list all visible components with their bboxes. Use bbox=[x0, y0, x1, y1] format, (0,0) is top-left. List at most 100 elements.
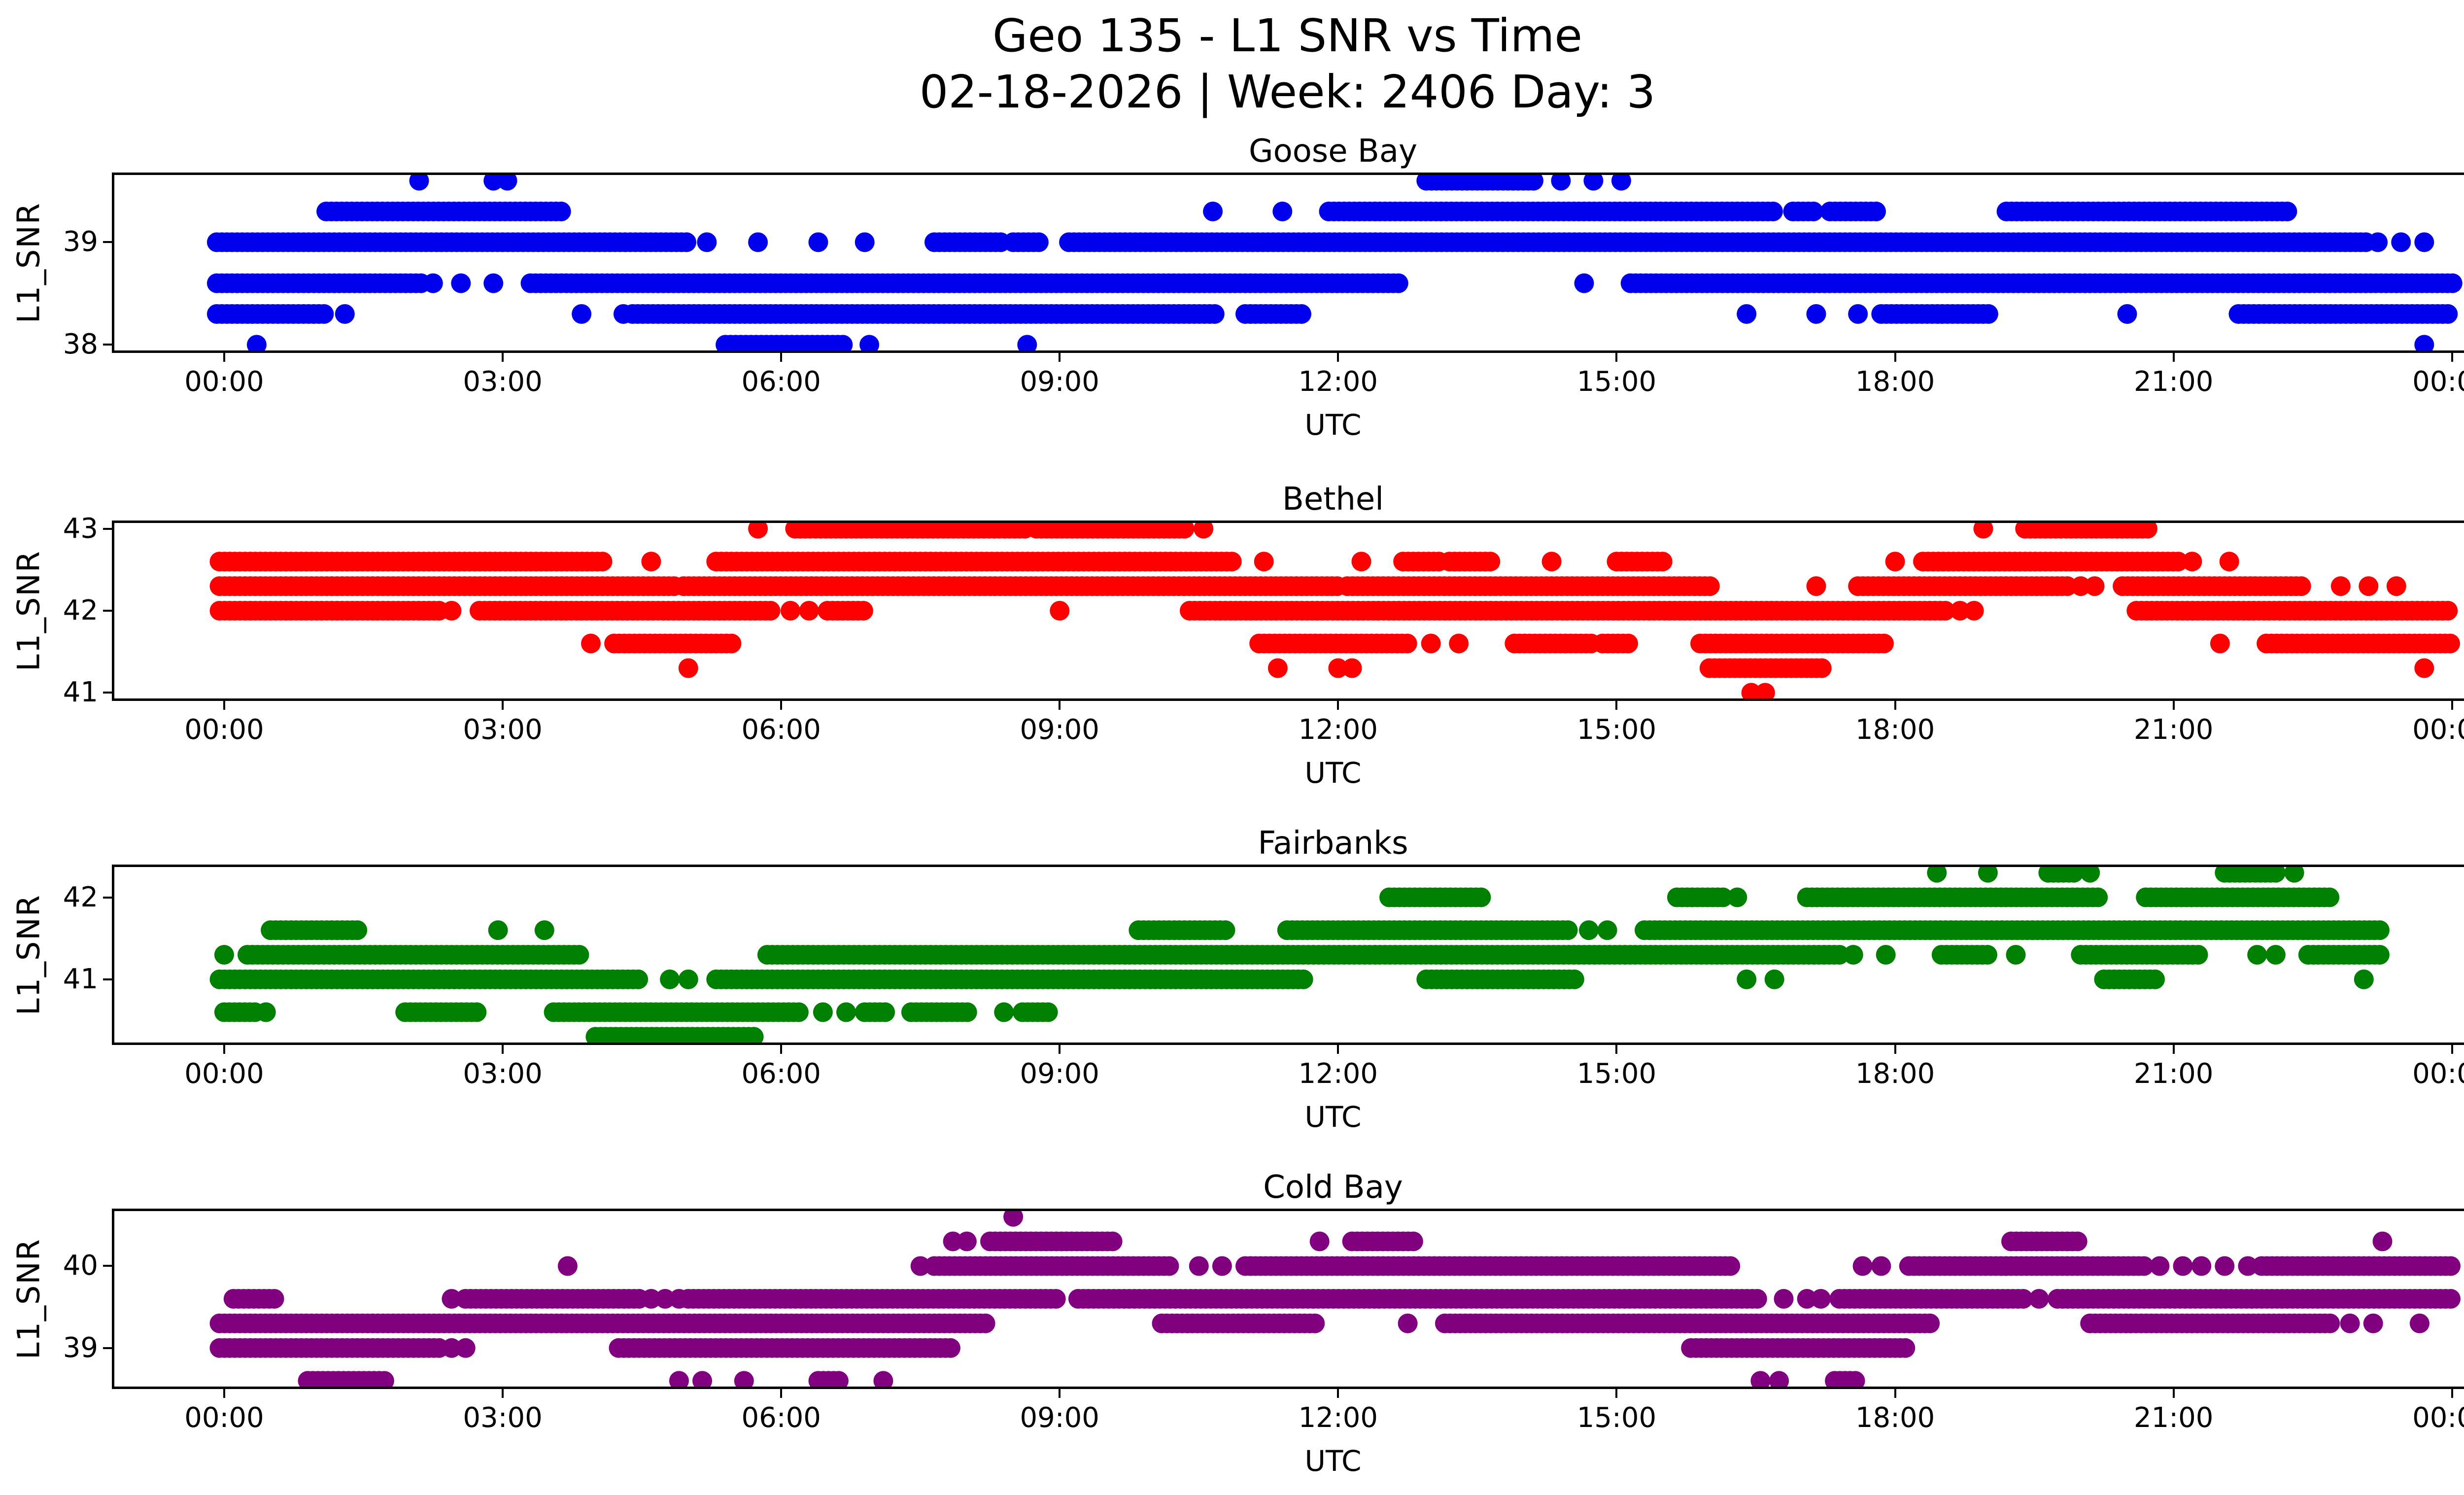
plot-area-fairbanks bbox=[112, 865, 2464, 1045]
x-tick-label: 12:00 bbox=[1298, 714, 1378, 746]
scatter-point bbox=[669, 1371, 689, 1389]
scatter-band-snr-38.6 bbox=[206, 273, 2463, 293]
y-tick-label: 41 bbox=[63, 963, 98, 995]
scatter-point bbox=[734, 1371, 754, 1389]
x-tick-label: 15:00 bbox=[1576, 366, 1657, 398]
scatter-point bbox=[1803, 202, 1823, 221]
scatter-point bbox=[1222, 552, 1242, 572]
x-tick-label: 00:00 bbox=[184, 1058, 264, 1090]
x-tick-mark bbox=[1894, 1045, 1896, 1054]
scatter-point bbox=[1895, 1338, 1916, 1358]
scatter-point bbox=[451, 273, 471, 293]
scatter-point bbox=[1611, 173, 1631, 191]
x-tick-mark bbox=[502, 353, 504, 362]
scatter-point bbox=[721, 633, 742, 654]
scatter-band-snr-41 bbox=[1741, 683, 1775, 701]
y-tick-mark bbox=[103, 1265, 112, 1267]
scatter-point bbox=[1551, 173, 1571, 191]
scatter-point bbox=[1927, 865, 1947, 883]
scatter-point bbox=[374, 1371, 394, 1389]
scatter-point bbox=[2088, 887, 2108, 907]
x-tick-label: 18:00 bbox=[1855, 1402, 1935, 1434]
scatter-band-snr-42.6 bbox=[209, 552, 2239, 572]
scatter-point bbox=[488, 920, 508, 940]
scatter-point bbox=[957, 1002, 977, 1022]
x-tick-mark bbox=[1337, 1389, 1339, 1398]
scatter-band-snr-39.6 bbox=[223, 1289, 2461, 1309]
scatter-point bbox=[1449, 633, 1469, 654]
scatter-point bbox=[1351, 552, 1371, 572]
x-tick-label: 06:00 bbox=[741, 366, 821, 398]
scatter-point bbox=[1978, 945, 1997, 965]
scatter-point bbox=[314, 304, 334, 324]
scatter-point bbox=[1388, 273, 1408, 293]
scatter-point bbox=[1541, 552, 1562, 572]
scatter-point bbox=[1480, 552, 1501, 572]
scatter-point bbox=[2372, 1231, 2393, 1252]
scatter-band-snr-39 bbox=[209, 1338, 1916, 1358]
scatter-point bbox=[2354, 969, 2374, 989]
x-tick-label: 03:00 bbox=[463, 1402, 543, 1434]
scatter-point bbox=[1866, 202, 1886, 221]
x-tick-mark bbox=[1059, 1389, 1061, 1398]
scatter-point bbox=[859, 335, 880, 353]
x-tick-label: 03:00 bbox=[463, 366, 543, 398]
scatter-point bbox=[423, 273, 443, 293]
x-tick-mark bbox=[1615, 701, 1618, 710]
x-tick-label: 03:00 bbox=[463, 714, 543, 746]
scatter-band-snr-38.3 bbox=[206, 304, 2458, 324]
scatter-band-snr-40.3 bbox=[943, 1231, 2393, 1252]
scatter-point bbox=[1843, 945, 1863, 965]
x-tick-mark bbox=[2451, 701, 2453, 710]
x-tick-label: 12:00 bbox=[1298, 1058, 1378, 1090]
x-tick-label: 00:00 bbox=[2412, 714, 2464, 746]
subplot-title-bethel: Bethel bbox=[1282, 481, 1384, 518]
scatter-point bbox=[1876, 945, 1896, 965]
y-tick-mark bbox=[103, 527, 112, 530]
scatter-point bbox=[2330, 576, 2351, 596]
scatter-band-snr-41 bbox=[209, 969, 2374, 989]
scatter-point bbox=[1871, 1256, 1891, 1276]
x-tick-mark bbox=[2172, 353, 2175, 362]
scatter-point bbox=[1574, 273, 1594, 293]
figure-title: Geo 135 - L1 SNR vs Time 02-18-2026 | We… bbox=[0, 8, 2464, 120]
scatter-band-snr-43 bbox=[748, 521, 2157, 539]
scatter-point bbox=[1017, 335, 1037, 353]
scatter-point bbox=[1050, 601, 1070, 621]
x-tick-mark bbox=[1615, 1045, 1618, 1054]
scatter-point bbox=[813, 1002, 833, 1022]
x-tick-label: 15:00 bbox=[1576, 1402, 1657, 1434]
scatter-point bbox=[2359, 576, 2379, 596]
scatter-point bbox=[1848, 304, 1868, 324]
y-tick-mark bbox=[103, 896, 112, 899]
scatter-point bbox=[2414, 335, 2434, 353]
scatter-point bbox=[678, 658, 698, 678]
scatter-point bbox=[2438, 304, 2458, 324]
scatter-point bbox=[2340, 1313, 2360, 1333]
scatter-point bbox=[1159, 1256, 1179, 1276]
scatter-point bbox=[828, 1371, 849, 1389]
x-tick-label: 12:00 bbox=[1298, 366, 1378, 398]
scatter-point bbox=[1397, 633, 1417, 654]
scatter-point bbox=[940, 1338, 960, 1358]
x-tick-mark bbox=[2451, 353, 2453, 362]
x-tick-mark bbox=[2172, 701, 2175, 710]
scatter-band-snr-40.6 bbox=[214, 1002, 1058, 1022]
scatter-point bbox=[2414, 232, 2434, 252]
scatter-point bbox=[1618, 633, 1638, 654]
x-tick-label: 21:00 bbox=[2133, 714, 2214, 746]
y-tick-mark bbox=[103, 344, 112, 346]
scatter-point bbox=[2414, 658, 2434, 678]
scatter-point bbox=[2277, 202, 2297, 221]
plot-area-bethel bbox=[112, 521, 2464, 701]
scatter-point bbox=[2210, 633, 2230, 654]
scatter-point bbox=[641, 552, 661, 572]
scatter-point bbox=[1342, 658, 1362, 678]
scatter-band-snr-40.6 bbox=[1003, 1209, 1024, 1227]
x-tick-label: 06:00 bbox=[741, 1402, 821, 1434]
plot-area-goose-bay bbox=[112, 173, 2464, 353]
scatter-point bbox=[1769, 1371, 1789, 1389]
x-axis-label: UTC bbox=[1304, 408, 1362, 442]
scatter-point bbox=[1583, 173, 1604, 191]
